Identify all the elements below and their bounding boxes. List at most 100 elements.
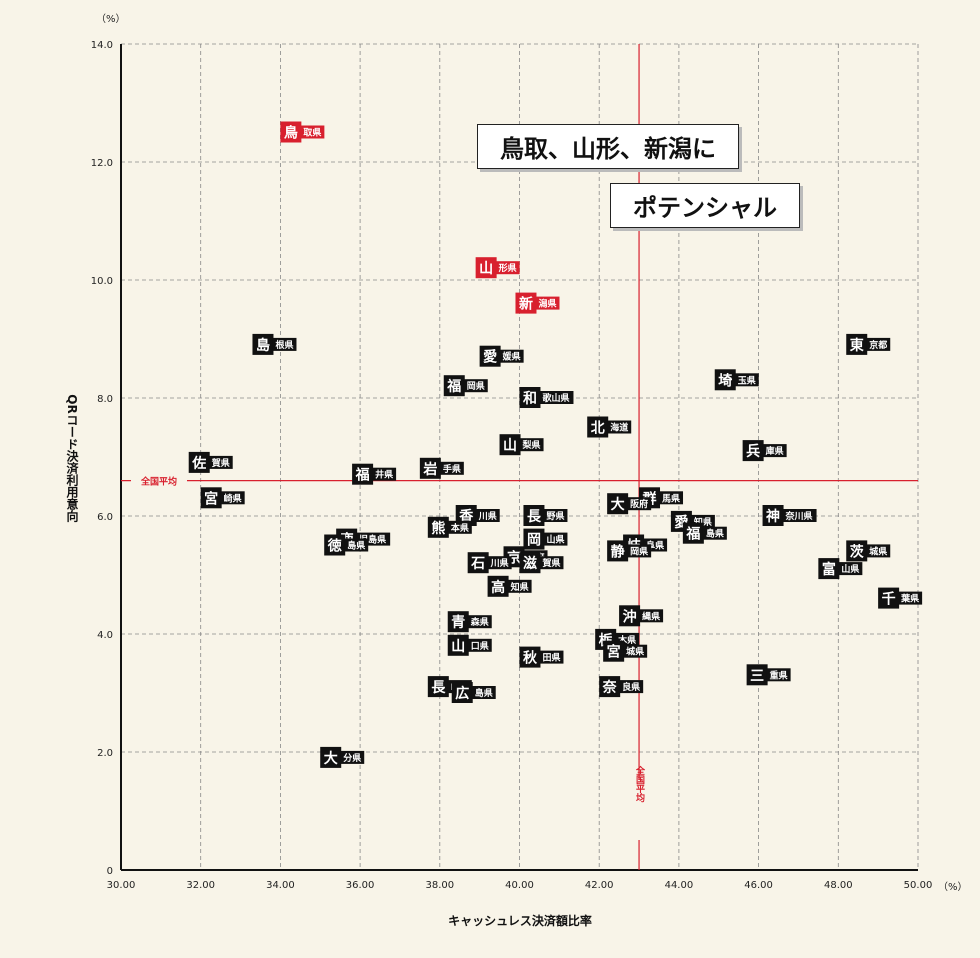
prefecture-point: 兵庫県 xyxy=(742,440,787,462)
point-label-big: 山 xyxy=(451,639,465,655)
point-marker-small xyxy=(220,491,245,505)
point-marker-small xyxy=(659,491,684,505)
point-label-big: 青 xyxy=(451,614,465,631)
prefecture-point: 福島県 xyxy=(682,522,727,544)
point-label-big: 東 xyxy=(850,337,864,354)
callout-line-1: 鳥取、山形、新潟に xyxy=(477,124,739,169)
point-marker-big xyxy=(742,440,764,462)
x-tick-label: 50.00 xyxy=(904,880,933,891)
point-marker-big xyxy=(200,487,222,509)
point-label-big: 徳 xyxy=(327,538,342,555)
point-label-big: 大 xyxy=(324,750,338,767)
point-marker-small xyxy=(607,420,632,434)
axes: 30.00 32.00 34.00 36.00 38.00 40.00 42.00 44.00… xyxy=(91,40,933,891)
point-label-small: 分県 xyxy=(343,752,361,764)
point-marker-big xyxy=(419,457,441,479)
x-tick-label: 42.00 xyxy=(585,880,614,891)
point-label-big: 宮 xyxy=(204,490,218,507)
point-label-small: 賀県 xyxy=(211,457,230,469)
point-marker-big xyxy=(467,552,489,574)
point-marker-small xyxy=(898,591,923,605)
point-marker-big xyxy=(479,345,501,367)
data-points: 鳥取県山 形県新 潟県島 根県東京都愛 媛県福 岡県埼玉県和 歌山県北 海道山 梨県兵庫県佐 賀県… xyxy=(188,121,923,768)
point-marker-big xyxy=(599,676,621,698)
point-label-big: 山 xyxy=(479,261,493,277)
prefecture-point: 大分県 xyxy=(320,746,365,768)
point-label-big: 福 xyxy=(355,467,370,484)
point-label-small: 重県 xyxy=(770,669,788,681)
point-marker-small xyxy=(782,509,817,522)
point-label-small: 馬県 xyxy=(661,493,680,504)
point-marker-small xyxy=(208,455,233,469)
point-marker-big xyxy=(519,646,541,668)
point-label-big: 千 xyxy=(882,591,896,608)
x-tick-label: 30.00 xyxy=(107,880,136,891)
point-label-big: 滋 xyxy=(523,555,537,572)
prefecture-point: 新潟県 xyxy=(515,292,560,314)
x-tick-label: 34.00 xyxy=(266,880,295,891)
point-marker-big xyxy=(352,463,374,485)
point-marker-small xyxy=(766,668,791,682)
prefecture-point: 茨城県 xyxy=(846,540,891,562)
point-marker-big xyxy=(252,333,274,355)
point-label-small: 城県 xyxy=(869,545,887,557)
point-marker-small xyxy=(543,532,568,546)
point-marker-small xyxy=(535,296,560,310)
x-axis-label: キャッシュレス決済額比率 xyxy=(448,913,592,928)
point-marker-big xyxy=(846,333,868,355)
prefecture-point: 愛媛県 xyxy=(479,345,524,367)
point-label-big: 熊 xyxy=(431,520,445,537)
y-unit-label: （%） xyxy=(96,13,126,25)
point-label-small: 玉県 xyxy=(738,375,756,386)
point-marker-small xyxy=(619,680,644,694)
point-marker-small xyxy=(866,337,891,351)
point-marker-big xyxy=(818,558,840,580)
point-label-small: 京都 xyxy=(869,339,887,351)
point-label-big: 北 xyxy=(591,421,605,437)
point-label-small: 山県 xyxy=(841,563,859,575)
y-tick-label: 12.0 xyxy=(91,158,113,169)
point-label-small: 崎県 xyxy=(224,492,242,504)
point-marker-small xyxy=(539,556,564,570)
y-tick-label: 6.0 xyxy=(97,512,113,523)
point-label-big: 沖 xyxy=(623,608,637,625)
point-label-small: 岡県 xyxy=(630,546,648,557)
point-label-small: 田県 xyxy=(542,653,560,664)
point-label-small: 口県 xyxy=(471,641,489,652)
prefecture-point: 宮崎県 xyxy=(200,487,245,509)
point-marker-small xyxy=(543,509,568,522)
y-tick-label: 10.0 xyxy=(91,276,113,287)
point-label-small: 島県 xyxy=(706,528,724,540)
point-marker-big xyxy=(523,528,545,550)
point-label-big: 大 xyxy=(611,496,625,513)
point-marker-small xyxy=(487,556,512,570)
average-label-horizontal: 全国平均 xyxy=(140,476,177,488)
point-marker-big xyxy=(427,676,449,698)
prefecture-point: 北海道 xyxy=(587,416,632,438)
point-marker-small xyxy=(519,438,544,452)
point-marker-small xyxy=(439,461,464,475)
point-label-small: 野県 xyxy=(546,511,564,522)
point-label-small: 良県 xyxy=(622,681,640,693)
y-tick-label: 0 xyxy=(107,866,113,877)
prefecture-point: 岡山県 xyxy=(523,528,568,550)
point-label-big: 佐 xyxy=(191,455,206,472)
x-tick-label: 38.00 xyxy=(425,880,454,891)
prefecture-point: 福井県 xyxy=(352,463,397,485)
point-marker-big xyxy=(188,451,210,473)
point-label-small: 賀県 xyxy=(541,557,560,569)
prefecture-point: 三重県 xyxy=(746,664,791,686)
prefecture-point: 神奈川県 xyxy=(762,505,817,526)
point-label-small: 城県 xyxy=(626,646,644,658)
point-marker-small xyxy=(372,467,397,481)
point-marker-big xyxy=(519,387,541,408)
point-marker-big xyxy=(587,416,609,438)
prefecture-point: 山口県 xyxy=(447,634,492,656)
prefecture-point: 静岡県 xyxy=(607,540,652,562)
point-marker-big xyxy=(682,522,704,544)
point-label-small: 根県 xyxy=(275,339,293,351)
prefecture-point: 福岡県 xyxy=(443,375,488,397)
prefecture-point: 奈良県 xyxy=(599,676,644,698)
x-unit-label: （%） xyxy=(938,881,968,893)
